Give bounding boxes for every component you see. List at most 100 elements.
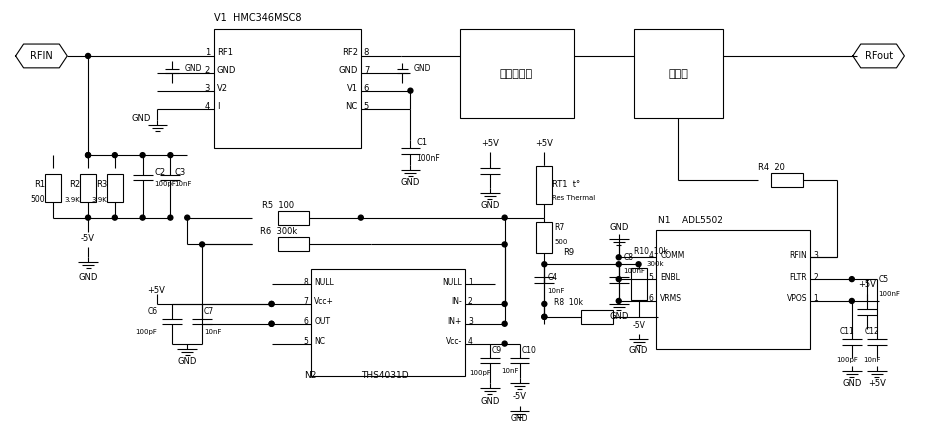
Text: FLTR: FLTR — [790, 273, 808, 282]
Circle shape — [849, 298, 855, 303]
Bar — [634, 29, 722, 119]
Bar — [771, 173, 803, 187]
Circle shape — [86, 54, 91, 58]
Text: GND: GND — [217, 66, 237, 75]
Bar — [80, 174, 96, 202]
Text: 10nF: 10nF — [548, 288, 565, 294]
Bar — [278, 238, 309, 251]
Bar — [311, 269, 465, 377]
Text: I: I — [217, 102, 219, 111]
Circle shape — [542, 301, 547, 306]
Text: GND: GND — [131, 114, 151, 123]
Text: 100pF: 100pF — [469, 370, 491, 377]
Text: 100nF: 100nF — [879, 291, 901, 297]
Circle shape — [616, 262, 622, 267]
Text: R3: R3 — [95, 180, 107, 190]
Text: 2: 2 — [468, 298, 473, 306]
Bar — [214, 29, 361, 148]
Circle shape — [502, 301, 507, 306]
Text: C6: C6 — [147, 307, 157, 316]
Text: R9: R9 — [563, 248, 574, 257]
Text: GND: GND — [480, 201, 500, 210]
Text: C3: C3 — [174, 167, 186, 176]
Text: 4: 4 — [468, 337, 473, 346]
Text: GND: GND — [79, 273, 98, 282]
Text: GND: GND — [339, 66, 358, 75]
Text: +5V: +5V — [148, 286, 166, 295]
Text: COMM: COMM — [660, 251, 684, 260]
Text: V1: V1 — [347, 84, 358, 93]
Text: 300k: 300k — [647, 261, 664, 267]
Circle shape — [542, 314, 547, 319]
Text: 500: 500 — [554, 239, 568, 245]
Circle shape — [168, 215, 173, 220]
Text: 10nF: 10nF — [204, 329, 222, 335]
Circle shape — [502, 242, 507, 247]
Text: 10nF: 10nF — [174, 181, 191, 187]
Text: 10nF: 10nF — [863, 357, 881, 363]
Text: THS4031D: THS4031D — [361, 371, 409, 380]
Text: 5: 5 — [648, 273, 653, 282]
Text: GND: GND — [401, 178, 420, 187]
Text: -5V: -5V — [81, 235, 95, 244]
Circle shape — [616, 277, 622, 282]
Text: Vcc-: Vcc- — [446, 337, 462, 346]
Text: 100nF: 100nF — [623, 268, 646, 274]
Text: N2: N2 — [304, 371, 316, 380]
Circle shape — [269, 321, 274, 326]
Circle shape — [502, 215, 507, 220]
Circle shape — [86, 153, 91, 158]
Text: 1: 1 — [204, 48, 210, 57]
Text: +5V: +5V — [868, 379, 885, 388]
Circle shape — [616, 298, 622, 303]
Bar — [536, 221, 552, 253]
Circle shape — [86, 215, 91, 220]
Text: C11: C11 — [840, 327, 855, 336]
Circle shape — [185, 215, 190, 220]
Text: +5V: +5V — [481, 139, 499, 148]
Text: V1  HMC346MSC8: V1 HMC346MSC8 — [214, 13, 302, 23]
Text: R2: R2 — [69, 180, 80, 190]
Text: 8: 8 — [364, 48, 369, 57]
Circle shape — [542, 262, 547, 267]
Circle shape — [168, 153, 173, 158]
Text: 3.9K: 3.9K — [92, 197, 107, 203]
Text: 4: 4 — [204, 102, 210, 111]
Text: GND: GND — [609, 312, 628, 321]
Text: R4  20: R4 20 — [758, 163, 784, 172]
Text: 1: 1 — [813, 295, 818, 303]
Text: 功率放大器: 功率放大器 — [500, 69, 533, 79]
Text: 100pF: 100pF — [136, 329, 157, 335]
Text: NULL: NULL — [442, 278, 462, 286]
Circle shape — [200, 242, 204, 247]
Text: C8: C8 — [623, 253, 634, 262]
Text: C10: C10 — [522, 346, 536, 355]
Text: -5V: -5V — [632, 321, 645, 330]
Text: ENBL: ENBL — [660, 273, 680, 282]
Circle shape — [542, 314, 547, 319]
Text: GND: GND — [511, 414, 528, 422]
Circle shape — [636, 262, 641, 267]
Text: +5V: +5V — [857, 280, 876, 289]
Text: Vcc+: Vcc+ — [314, 298, 334, 306]
Text: C4: C4 — [548, 273, 558, 282]
Text: C12: C12 — [864, 327, 879, 336]
Text: 7: 7 — [364, 66, 369, 75]
Text: NC: NC — [314, 337, 326, 346]
Circle shape — [502, 341, 507, 346]
Text: GND: GND — [629, 346, 648, 355]
Bar — [657, 230, 810, 348]
Bar — [278, 211, 309, 224]
Text: GND: GND — [609, 223, 628, 232]
Text: IN-: IN- — [451, 298, 462, 306]
Text: 5: 5 — [303, 337, 308, 346]
Text: OUT: OUT — [314, 317, 330, 326]
Text: RFout: RFout — [865, 51, 893, 61]
Text: 100pF: 100pF — [836, 357, 857, 363]
Bar — [107, 174, 123, 202]
Circle shape — [502, 321, 507, 326]
Text: R5  100: R5 100 — [262, 201, 294, 210]
Text: C5: C5 — [879, 275, 889, 283]
Text: RF2: RF2 — [342, 48, 358, 57]
Text: 10nF: 10nF — [500, 368, 518, 374]
